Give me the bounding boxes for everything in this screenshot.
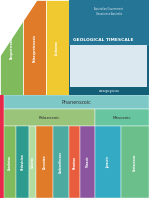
Bar: [69, 88, 149, 95]
Text: Phanerozoic: Phanerozoic: [62, 100, 91, 105]
Text: Palaeoproterozoic: Palaeoproterozoic: [32, 33, 36, 62]
Bar: [0, 0, 23, 95]
Text: www.ga.gov.au: www.ga.gov.au: [98, 89, 119, 93]
Bar: [69, 126, 80, 198]
Text: GEOLOGICAL TIMESCALE: GEOLOGICAL TIMESCALE: [73, 38, 133, 42]
Bar: [4, 109, 95, 126]
Bar: [53, 126, 69, 198]
Bar: [80, 126, 95, 198]
Bar: [95, 109, 149, 126]
Bar: [70, 45, 147, 90]
Text: Triassic: Triassic: [86, 156, 90, 168]
Text: Australian Government
Geoscience Australia: Australian Government Geoscience Austral…: [94, 7, 123, 16]
Text: Silurian: Silurian: [31, 156, 35, 168]
Bar: [95, 126, 121, 198]
Polygon shape: [0, 0, 38, 57]
Bar: [0, 95, 4, 198]
Bar: [16, 126, 29, 198]
Bar: [4, 126, 16, 198]
Text: Ordovician: Ordovician: [20, 154, 24, 170]
Bar: [121, 126, 149, 198]
Text: Palaeozoic: Palaeozoic: [39, 116, 60, 120]
Text: Devonian: Devonian: [43, 155, 47, 169]
Text: Permian: Permian: [73, 155, 77, 168]
Text: Cambrian: Cambrian: [8, 154, 12, 169]
Text: Archaean: Archaean: [55, 40, 59, 55]
Bar: [29, 126, 36, 198]
Bar: [36, 126, 53, 198]
Bar: [46, 0, 69, 95]
Bar: [4, 95, 149, 109]
Text: Mesozoic: Mesozoic: [113, 116, 132, 120]
Text: Cretaceous: Cretaceous: [133, 153, 137, 171]
Text: Jurassic: Jurassic: [106, 156, 110, 168]
Bar: [23, 0, 46, 95]
Text: Carboniferous: Carboniferous: [59, 151, 63, 173]
Text: Neoproterozoic: Neoproterozoic: [9, 36, 13, 59]
Bar: [69, 0, 149, 46]
